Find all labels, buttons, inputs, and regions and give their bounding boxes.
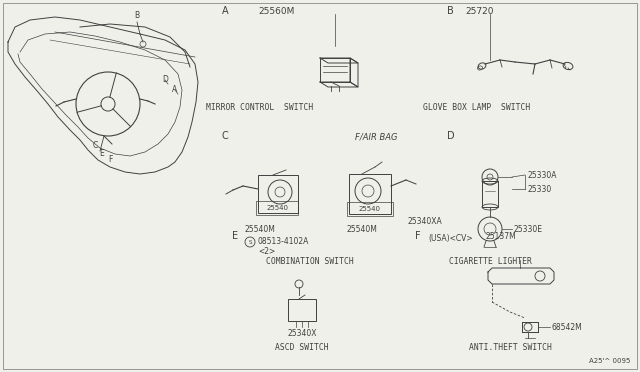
Text: 25137M: 25137M bbox=[485, 232, 516, 241]
Text: C: C bbox=[222, 131, 228, 141]
Bar bbox=[256, 201, 298, 215]
Text: 25540: 25540 bbox=[359, 206, 381, 212]
Text: D: D bbox=[162, 75, 168, 84]
Bar bbox=[258, 175, 298, 213]
Text: B: B bbox=[134, 11, 140, 20]
Bar bbox=[347, 202, 393, 216]
Text: 25340X: 25340X bbox=[287, 329, 317, 338]
Text: 25540M: 25540M bbox=[244, 225, 275, 234]
Text: A: A bbox=[222, 6, 228, 16]
Text: 25720: 25720 bbox=[465, 7, 493, 16]
Text: (USA)<CV>: (USA)<CV> bbox=[428, 234, 472, 244]
Text: COMBINATION SWITCH: COMBINATION SWITCH bbox=[266, 257, 354, 266]
Text: 68542M: 68542M bbox=[552, 323, 583, 331]
Text: 08513-4102A: 08513-4102A bbox=[258, 237, 309, 247]
Text: A25'^ 0095: A25'^ 0095 bbox=[589, 358, 630, 364]
Text: C: C bbox=[92, 141, 98, 150]
Text: ANTI.THEFT SWITCH: ANTI.THEFT SWITCH bbox=[468, 343, 552, 352]
Text: <2>: <2> bbox=[258, 247, 275, 256]
Text: F/AIR BAG: F/AIR BAG bbox=[355, 132, 397, 141]
Bar bbox=[288, 299, 316, 321]
Text: E: E bbox=[232, 231, 238, 241]
Text: 25330: 25330 bbox=[527, 185, 551, 193]
Text: GLOVE BOX LAMP  SWITCH: GLOVE BOX LAMP SWITCH bbox=[424, 103, 531, 112]
Text: E: E bbox=[100, 149, 104, 158]
Text: 25330A: 25330A bbox=[527, 170, 557, 180]
Text: F: F bbox=[108, 155, 112, 164]
Text: A: A bbox=[172, 85, 178, 94]
Text: B: B bbox=[447, 6, 454, 16]
Bar bbox=[349, 174, 391, 214]
Text: D: D bbox=[447, 131, 454, 141]
Text: CIGARETTE LIGHTER: CIGARETTE LIGHTER bbox=[449, 257, 531, 266]
Text: ASCD SWITCH: ASCD SWITCH bbox=[275, 343, 329, 352]
Bar bbox=[482, 181, 498, 207]
Text: F: F bbox=[415, 231, 420, 241]
Text: S: S bbox=[248, 240, 252, 244]
Text: 25560M: 25560M bbox=[258, 7, 294, 16]
Text: 25340XA: 25340XA bbox=[408, 217, 443, 226]
Text: 25540M: 25540M bbox=[347, 225, 378, 234]
Text: 25330E: 25330E bbox=[514, 224, 543, 234]
Text: MIRROR CONTROL  SWITCH: MIRROR CONTROL SWITCH bbox=[206, 103, 314, 112]
Text: 25540: 25540 bbox=[267, 205, 289, 211]
